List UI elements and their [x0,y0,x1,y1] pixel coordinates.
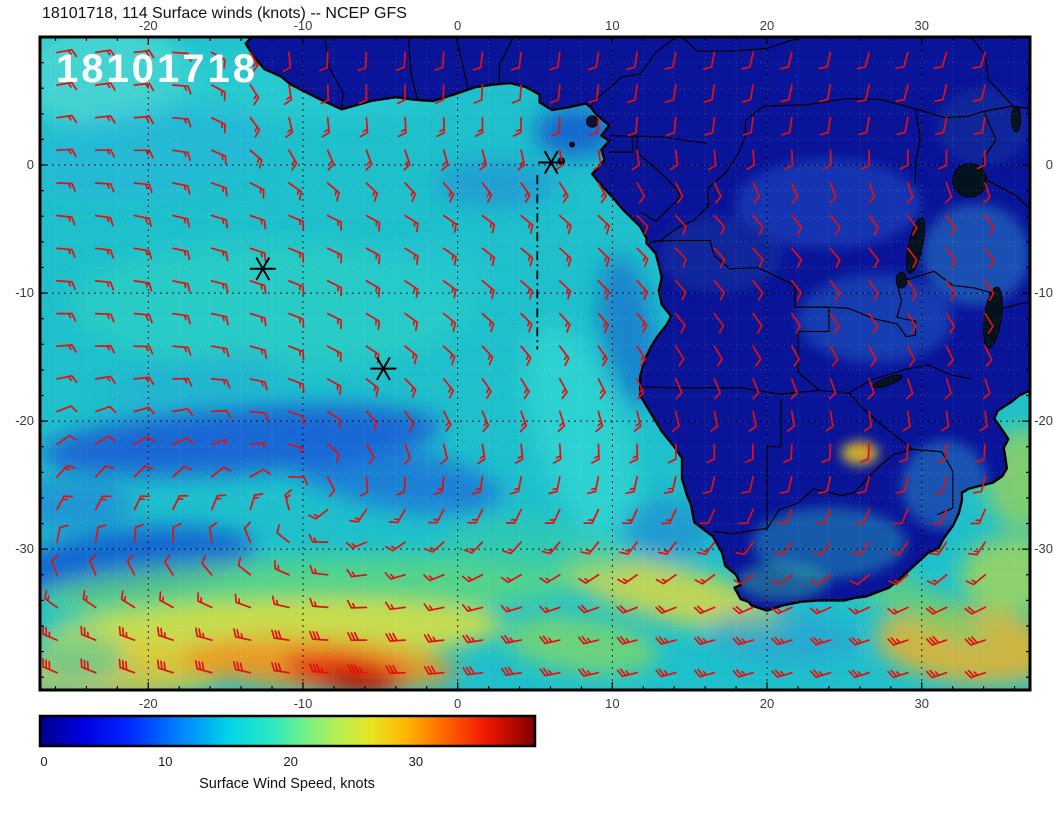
country-border [766,448,913,530]
lat-tick-label-left: -20 [15,413,34,428]
country-border [498,37,514,85]
country-border [763,97,916,110]
country-border [609,134,707,144]
lon-tick-label-bottom: -10 [294,696,313,711]
lon-tick-label-top: 0 [454,18,461,33]
country-border [681,37,799,52]
colorbar-tick-label: 30 [409,754,423,769]
axis-tick-labels: -20 -20 -10 -10 0 0 10 10 20 20 30 30 0 0 -10 -10 -20 -20… [15,18,1053,711]
lat-tick-label-right: -20 [1034,413,1053,428]
wind-barbs-layer [42,48,995,679]
map: 18101718 [38,35,1032,692]
lon-tick-label-bottom: 20 [760,696,774,711]
country-border [649,239,830,332]
country-border [712,528,768,535]
country-border [797,330,829,391]
lat-tick-label-right: -10 [1034,285,1053,300]
colorbar-tick-label: 10 [158,754,172,769]
country-border [912,448,954,516]
lat-tick-label-right: -30 [1034,541,1053,556]
wind-barbs [42,48,995,679]
lon-tick-label-bottom: 10 [605,696,619,711]
country-border [649,105,765,243]
lon-tick-label-bottom: -20 [139,696,158,711]
country-border [914,108,921,183]
graticule-gridlines [40,37,1030,690]
country-border [981,111,997,178]
colorbar: 0 10 20 30 Surface Wind Speed, knots [38,714,537,792]
country-border [970,37,1014,107]
lake [872,374,903,389]
lake [952,163,988,198]
country-border [848,364,972,394]
asterisk-marker [255,256,271,281]
coastline [244,37,1030,612]
colorbar-label: Surface Wind Speed, knots [199,776,375,792]
run-timestamp-overlay: 18101718 [56,47,258,91]
lake [895,272,908,289]
lon-tick-label-top: 30 [914,18,928,33]
lon-tick-label-top: 20 [760,18,774,33]
country-border [828,270,935,338]
map-frame [38,35,1032,692]
country-border [407,37,419,100]
colorbar-tick-labels: 0 10 20 30 [40,754,423,769]
country-border [609,135,634,153]
colorbar-tick-label: 0 [40,754,47,769]
country-border [933,270,994,294]
colorbar-gradient [40,716,535,746]
lat-tick-label-right: 0 [1046,157,1053,172]
lon-tick-label-top: -20 [139,18,158,33]
lon-tick-label-top: -10 [294,18,313,33]
colorbar-frame [38,714,537,748]
lon-tick-label-bottom: 30 [914,696,928,711]
island [569,141,575,148]
station-markers [249,150,565,381]
asterisk-marker [543,150,559,175]
islands [557,115,599,165]
plot-title: 18101718, 114 Surface winds (knots) -- N… [42,5,407,22]
colorbar-tick-label: 20 [283,754,297,769]
lat-tick-label-left: -30 [15,541,34,556]
country-border [848,392,913,450]
island [586,115,599,128]
lon-tick-label-bottom: 0 [454,696,461,711]
country-border [640,385,850,395]
lon-tick-label-top: 10 [605,18,619,33]
country-border [981,177,1030,210]
lat-tick-label-left: 0 [27,157,34,172]
asterisk-marker [376,356,391,381]
country-border [455,37,470,91]
lake [1011,105,1022,133]
lat-tick-label-left: -10 [15,285,34,300]
